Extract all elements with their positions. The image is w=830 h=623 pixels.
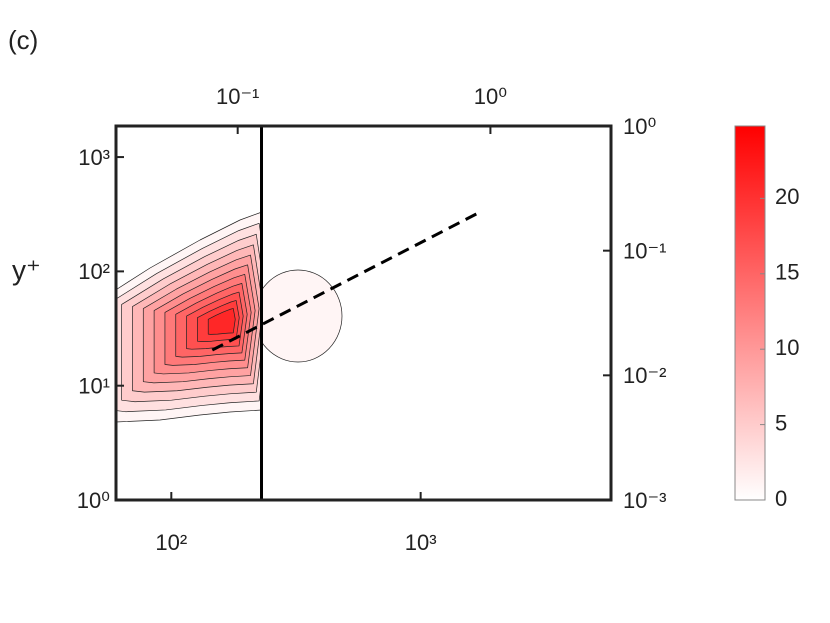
colorbar-tick-label: 0	[775, 486, 787, 511]
axes-box	[114, 124, 613, 502]
y-axis-label: y⁺	[12, 254, 41, 285]
x2-tick-label: 10⁻¹	[216, 84, 259, 109]
y-tick-label: 10⁰	[77, 488, 110, 513]
colorbar	[734, 125, 766, 501]
y2-tick-label: 10⁻¹	[623, 238, 666, 263]
x2-tick-label: 10⁰	[474, 84, 507, 109]
y-tick-label: 10³	[78, 145, 110, 170]
y2-tick-label: 10⁻³	[623, 488, 666, 513]
contour-level	[262, 269, 343, 363]
colorbar-tick-label: 15	[775, 260, 799, 285]
chart-title: (c)	[8, 25, 38, 55]
contour-level	[207, 308, 236, 335]
colorbar-tick-label: 5	[775, 410, 787, 435]
y-tick-label: 10¹	[78, 374, 110, 399]
contour-group	[262, 269, 343, 363]
colorbar-tick-label: 10	[775, 335, 799, 360]
y2-tick-label: 10⁻²	[623, 363, 666, 388]
x-tick-label: 10³	[405, 530, 437, 555]
colorbar-tick-label: 20	[775, 184, 799, 209]
contour-group	[116, 211, 262, 423]
x-tick-label: 10²	[155, 530, 187, 555]
y-tick-label: 10²	[78, 259, 110, 284]
y2-tick-label: 10⁰	[623, 114, 656, 139]
plot-area	[116, 211, 343, 423]
reference-line	[211, 210, 481, 352]
